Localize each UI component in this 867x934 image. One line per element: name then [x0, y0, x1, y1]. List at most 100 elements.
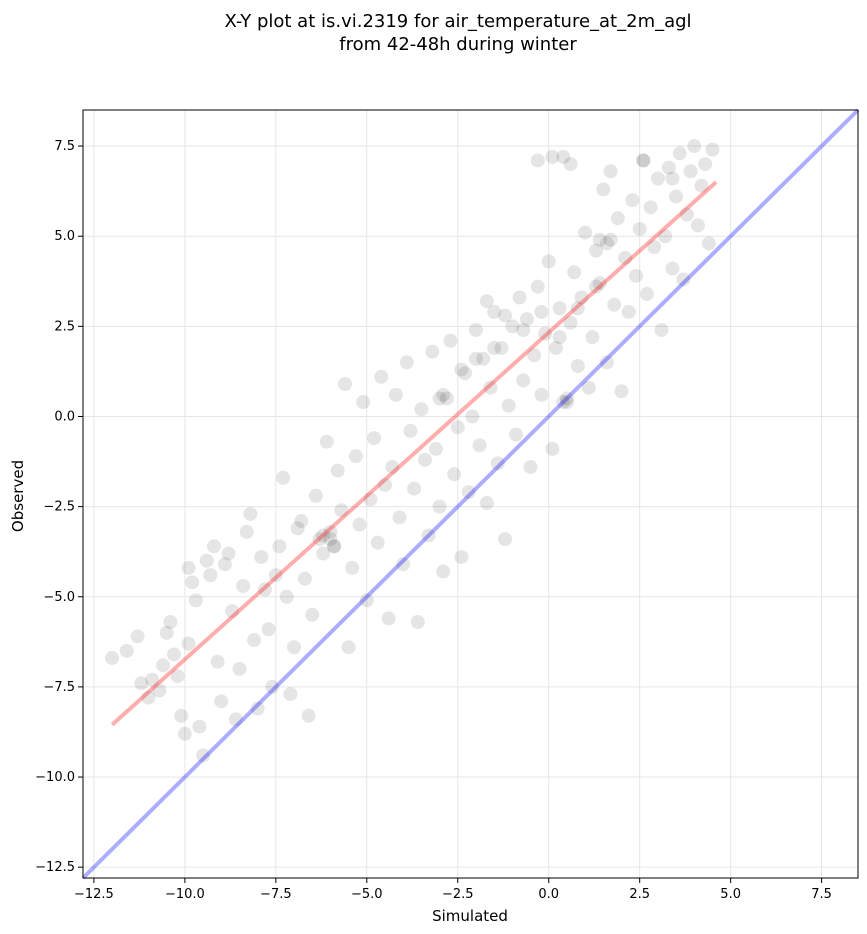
- scatter-point: [276, 470, 291, 485]
- scatter-point: [512, 290, 527, 305]
- scatter-point: [534, 304, 549, 319]
- scatter-point: [334, 503, 349, 518]
- scatter-point: [450, 420, 465, 435]
- x-tick-label: −10.0: [165, 887, 205, 902]
- scatter-point: [527, 348, 542, 363]
- scatter-point: [312, 532, 327, 547]
- scatter-point: [330, 463, 345, 478]
- scatter-point: [250, 701, 265, 716]
- scatter-point: [559, 391, 574, 406]
- scatter-point: [665, 171, 680, 186]
- scatter-point: [501, 398, 516, 413]
- y-axis-label: Observed: [9, 460, 27, 532]
- scatter-point: [301, 708, 316, 723]
- scatter-point: [214, 694, 229, 709]
- scatter-point: [443, 333, 458, 348]
- scatter-point: [388, 387, 403, 402]
- scatter-point: [530, 153, 545, 168]
- scatter-point: [265, 679, 280, 694]
- y-tick-label: 0.0: [54, 409, 75, 424]
- regression-line: [110, 180, 718, 727]
- scatter-point: [297, 571, 312, 586]
- scatter-point: [610, 211, 625, 226]
- chart-title-line-1: X-Y plot at is.vi.2319 for air_temperatu…: [224, 11, 691, 32]
- scatter-point: [305, 607, 320, 622]
- scatter-point: [243, 506, 258, 521]
- scatter-point: [621, 304, 636, 319]
- scatter-point: [629, 268, 644, 283]
- x-axis-label: Simulated: [432, 907, 508, 925]
- scatter-point: [698, 157, 713, 172]
- scatter-point: [254, 550, 269, 565]
- data-points: [105, 139, 720, 763]
- scatter-point: [181, 560, 196, 575]
- y-tick-label: −7.5: [43, 680, 75, 695]
- scatter-point: [166, 647, 181, 662]
- x-tick-label: −5.0: [351, 887, 383, 902]
- scatter-point: [516, 322, 531, 337]
- scatter-point: [570, 359, 585, 373]
- scatter-point: [228, 712, 243, 727]
- scatter-point: [639, 286, 654, 301]
- x-tick-label: −7.5: [260, 887, 292, 902]
- y-tick-label: −2.5: [43, 500, 75, 515]
- scatter-point: [552, 301, 567, 316]
- scatter-point: [658, 229, 673, 244]
- scatter-point: [421, 528, 436, 543]
- scatter-point: [272, 539, 287, 554]
- scatter-point: [614, 384, 629, 399]
- scatter-point: [505, 319, 520, 334]
- scatter-point: [468, 322, 483, 337]
- scatter-point: [377, 477, 392, 492]
- scatter-point: [268, 568, 283, 583]
- scatter-point: [192, 719, 207, 734]
- scatter-point: [414, 402, 429, 417]
- scatter-point: [483, 380, 498, 395]
- scatter-point: [316, 546, 331, 561]
- scatter-point: [352, 517, 367, 532]
- scatter-point: [549, 340, 564, 355]
- scatter-point: [683, 164, 698, 179]
- scatter-point: [257, 582, 272, 597]
- scatter-point: [592, 232, 607, 247]
- scatter-point: [374, 369, 389, 384]
- scatter-point: [570, 301, 585, 316]
- grid-lines: [83, 110, 858, 878]
- scatter-point: [490, 456, 505, 471]
- scatter-point: [316, 528, 331, 543]
- scatter-point: [530, 279, 545, 294]
- scatter-point: [156, 658, 171, 673]
- scatter-point: [567, 265, 582, 280]
- scatter-point: [283, 687, 298, 702]
- scatter-point: [643, 200, 658, 215]
- scatter-point: [152, 683, 167, 698]
- scatter-point: [163, 615, 178, 629]
- scatter-point: [672, 146, 687, 161]
- scatter-point: [650, 171, 665, 186]
- scatter-point: [239, 524, 254, 539]
- scatter-point: [367, 431, 382, 446]
- scatter-point: [534, 387, 549, 402]
- scatter-point: [592, 276, 607, 291]
- scatter-point: [170, 669, 185, 684]
- scatter-point: [410, 615, 425, 629]
- scatter-point: [199, 553, 214, 568]
- scatter-point: [454, 550, 469, 565]
- x-tick-label: −12.5: [74, 887, 114, 902]
- scatter-point: [690, 218, 705, 233]
- scatter-point: [221, 546, 236, 561]
- scatter-point: [541, 254, 556, 269]
- scatter-point: [247, 633, 262, 648]
- scatter-point: [603, 164, 618, 179]
- y-tick-label: −5.0: [43, 590, 75, 605]
- scatter-point: [436, 564, 451, 579]
- scatter-point: [308, 488, 323, 503]
- scatter-point: [327, 539, 342, 554]
- scatter-point: [436, 387, 451, 402]
- scatter-point: [105, 651, 120, 666]
- scatter-point: [476, 351, 491, 366]
- scatter-point: [461, 485, 476, 500]
- scatter-point: [159, 625, 174, 640]
- scatter-point: [599, 355, 614, 370]
